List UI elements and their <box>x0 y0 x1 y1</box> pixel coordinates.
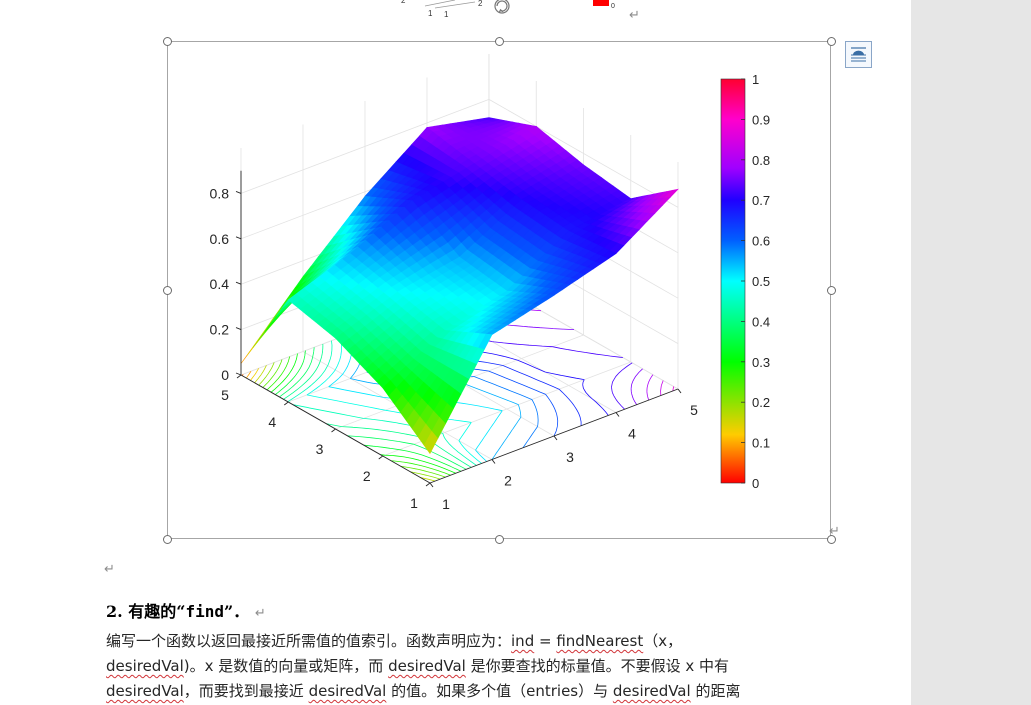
image-selection-frame <box>167 41 831 539</box>
resize-handle-top-middle[interactable] <box>495 37 504 46</box>
colorbar-tick-label: 1 <box>752 72 759 87</box>
surface-mesh <box>240 117 679 455</box>
y-tick-label: 1 <box>410 495 418 511</box>
z-tick-label: 0.2 <box>210 322 230 338</box>
y-tick-label: 5 <box>221 387 229 403</box>
spellcheck-word: ind <box>511 632 535 650</box>
z-tick-label: 0.4 <box>210 276 230 292</box>
body-text-segment: 编写一个函数以返回最接近所需值的值索引。函数声明应为： <box>106 632 512 650</box>
paragraph-mark: ↵ <box>254 606 266 621</box>
window-right-margin <box>911 0 1031 705</box>
colorbar-tick-label: 0.6 <box>752 234 770 249</box>
x-tick-label: 1 <box>442 496 450 512</box>
resize-handle-top-left[interactable] <box>163 37 172 46</box>
x-tick-label: 3 <box>566 449 574 465</box>
spellcheck-word: desiredVal <box>106 682 184 700</box>
spellcheck-word: findNearest <box>556 632 644 650</box>
resize-handle-bottom-left[interactable] <box>163 535 172 544</box>
body-text-line: desiredVal，而要找到最接近 desiredVal 的值。如果多个值（e… <box>106 680 740 701</box>
spellcheck-word: desiredVal <box>612 682 691 700</box>
heading-text: 2. 有趣的“ <box>106 602 186 621</box>
x-tick-label: 5 <box>690 402 698 418</box>
document-page: 2 1 1 2 0 ↵ <box>104 0 872 701</box>
x-tick-label: 4 <box>628 426 636 442</box>
fragment-tick: 1 <box>428 9 433 18</box>
colorbar-gradient <box>720 78 746 484</box>
paragraph-mark: ↵ <box>104 562 115 577</box>
resize-handle-middle-left[interactable] <box>163 286 172 295</box>
y-tick-label: 2 <box>363 468 371 484</box>
y-tick-label: 4 <box>268 414 276 430</box>
layout-options-icon <box>851 47 866 62</box>
body-text-segment: )。x 是数值的向量或矩阵，而 <box>183 657 389 675</box>
rotate-handle-icon[interactable] <box>494 0 510 14</box>
fragment-tick: 2 <box>478 0 483 8</box>
body-text-segment: 的距离 <box>690 682 741 700</box>
previous-figure-fragment: 2 1 1 2 0 ↵ <box>401 0 640 22</box>
z-tick-label: 0 <box>221 367 229 383</box>
colorbar-tick-label: 0.8 <box>752 153 770 168</box>
body-text-segment: 是你要查找的标量值。不要假设 x 中有 <box>465 657 730 675</box>
fragment-tick: 0 <box>611 3 615 10</box>
fragment-tick: 1 <box>444 10 449 19</box>
resize-handle-top-right[interactable] <box>827 37 836 46</box>
paragraph-mark: ↵ <box>829 524 840 539</box>
colorbar: 0 0.1 0.2 0.3 0.4 0.5 0.6 0.7 0.8 0.9 1 <box>720 72 770 491</box>
y-tick-label: 3 <box>316 441 324 457</box>
heading-code: find <box>185 602 225 621</box>
section-heading: 2. 有趣的“find”． ↵ <box>106 598 266 622</box>
resize-handle-bottom-right[interactable] <box>827 535 836 544</box>
body-text-segment: ，而要找到最接近 <box>183 682 309 700</box>
body-text-line: desiredVal)。x 是数值的向量或矩阵，而 desiredVal 是你要… <box>106 655 729 676</box>
fragment-colorbar-tail <box>593 0 609 6</box>
x-tick-label: 2 <box>504 473 512 489</box>
paragraph-mark: ↵ <box>629 7 640 22</box>
body-text-segment: = <box>534 632 557 650</box>
body-text-segment: （x， <box>643 632 683 650</box>
colorbar-tick-label: 0.5 <box>752 274 770 289</box>
body-text-line: 编写一个函数以返回最接近所需值的值索引。函数声明应为：ind = findNea… <box>106 630 682 651</box>
colorbar-tick-label: 0 <box>752 476 759 491</box>
surface-plot-figure[interactable]: 0 0.2 0.4 0.6 0.8 1 2 3 4 5 1 2 3 4 5 0 0.1 0.2 0.3 0.4 0.5… <box>168 42 830 538</box>
spellcheck-word: desiredVal <box>106 657 184 675</box>
resize-handle-bottom-middle[interactable] <box>495 535 504 544</box>
colorbar-tick-label: 0.1 <box>752 436 770 451</box>
body-text-segment: 的值。如果多个值（entries）与 <box>386 682 613 700</box>
resize-handle-middle-right[interactable] <box>827 286 836 295</box>
colorbar-tick-label: 0.2 <box>752 395 770 410</box>
axes-ticks: 0 0.2 0.4 0.6 0.8 1 2 3 4 5 1 2 3 4 5 <box>210 170 698 512</box>
fragment-tick: 2 <box>401 0 406 5</box>
layout-options-button[interactable] <box>845 41 872 68</box>
heading-text: ”． <box>224 602 250 621</box>
colorbar-tick-label: 0.7 <box>752 193 770 208</box>
spellcheck-word: desiredVal <box>308 682 387 700</box>
colorbar-tick-label: 0.3 <box>752 355 770 370</box>
z-tick-label: 0.8 <box>210 185 230 201</box>
colorbar-tick-label: 0.9 <box>752 112 770 127</box>
spellcheck-word: desiredVal <box>388 657 466 675</box>
colorbar-tick-label: 0.4 <box>752 314 770 329</box>
z-tick-label: 0.6 <box>210 231 230 247</box>
